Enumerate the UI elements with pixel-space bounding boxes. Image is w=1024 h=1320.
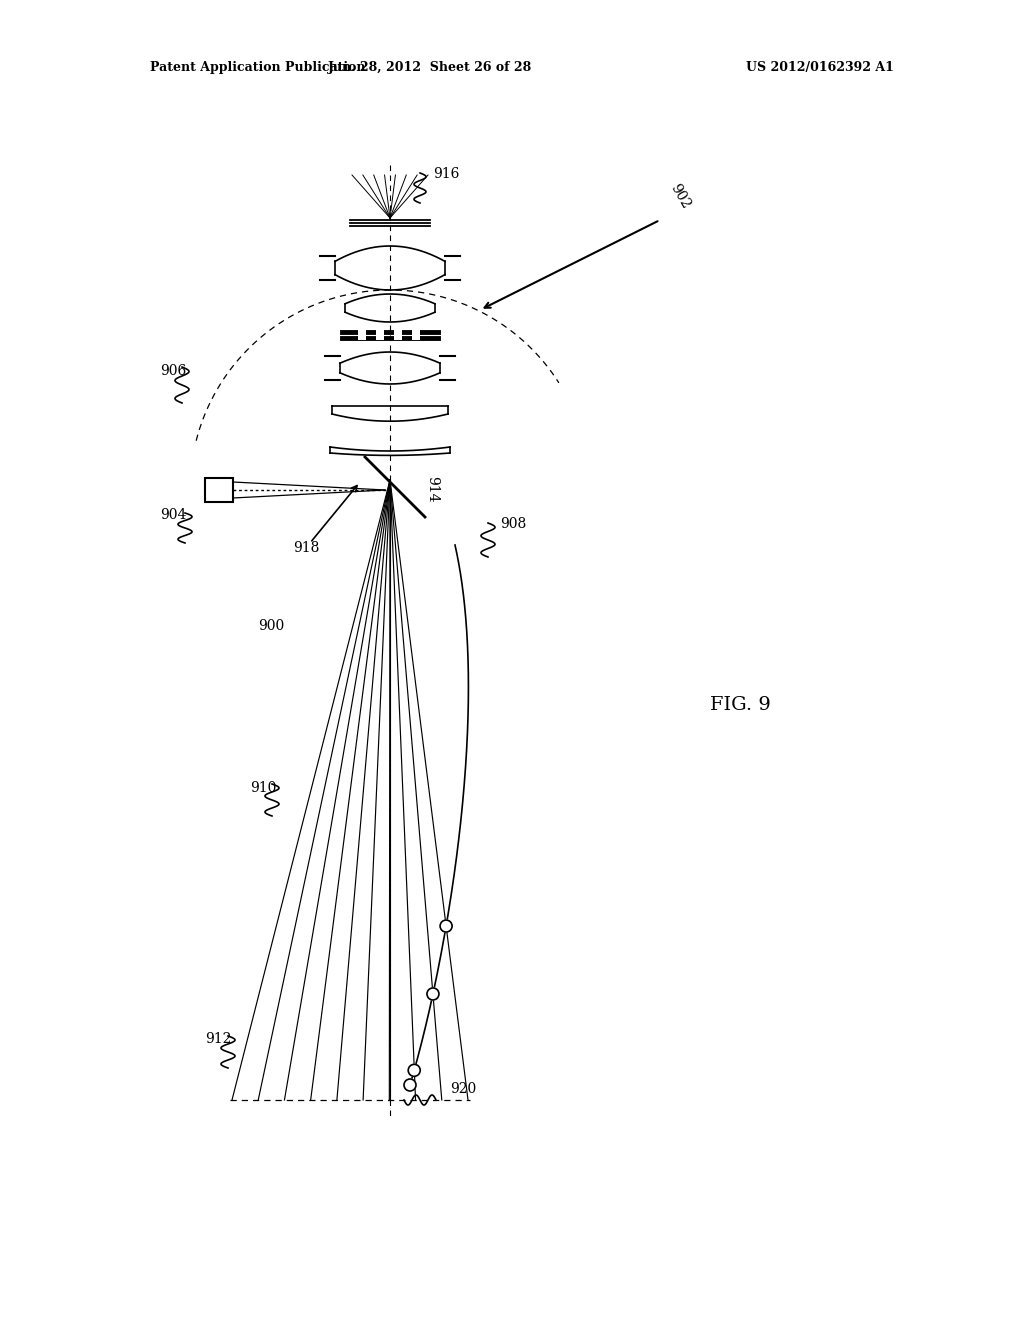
Bar <box>376 330 384 341</box>
Circle shape <box>427 987 439 1001</box>
Bar <box>394 330 402 341</box>
Text: 904: 904 <box>160 508 186 521</box>
Circle shape <box>409 1064 420 1076</box>
Text: 920: 920 <box>450 1082 476 1096</box>
Text: FIG. 9: FIG. 9 <box>710 696 771 714</box>
Bar <box>358 330 366 341</box>
Text: 900: 900 <box>258 619 285 634</box>
Text: Patent Application Publication: Patent Application Publication <box>150 62 366 74</box>
Circle shape <box>404 1078 416 1092</box>
Circle shape <box>440 920 453 932</box>
Bar <box>412 330 420 341</box>
Text: 908: 908 <box>500 517 526 531</box>
Text: 918: 918 <box>293 541 319 554</box>
Text: 910: 910 <box>250 781 276 795</box>
Text: 914: 914 <box>425 477 439 503</box>
Bar <box>205 478 233 502</box>
Text: 902: 902 <box>668 181 693 211</box>
Text: 916: 916 <box>433 168 460 181</box>
Text: 912: 912 <box>205 1032 231 1045</box>
Text: Jun. 28, 2012  Sheet 26 of 28: Jun. 28, 2012 Sheet 26 of 28 <box>328 62 532 74</box>
Text: US 2012/0162392 A1: US 2012/0162392 A1 <box>746 62 894 74</box>
Text: 906: 906 <box>160 364 186 378</box>
